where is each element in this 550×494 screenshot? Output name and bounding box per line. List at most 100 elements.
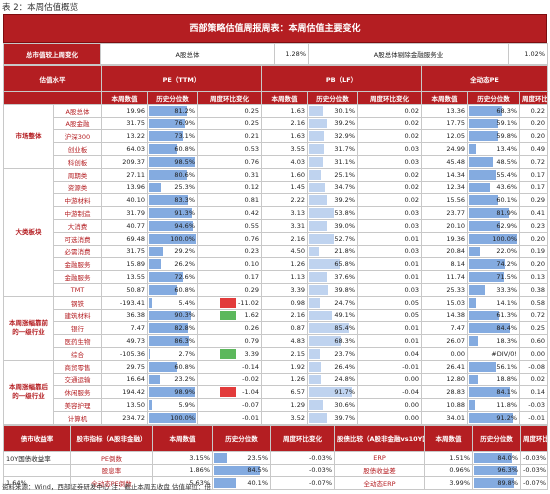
percentile-cell: 83.3%: [147, 193, 198, 208]
cell-value: 0.03: [404, 145, 420, 154]
value-cell: 1.92: [261, 359, 308, 374]
value-cell: 6.57: [261, 385, 308, 400]
summary-table: 总市值较上周变化 A股总体 1.28% A股总体剔除金融服务业 1.02%: [3, 43, 548, 65]
cell-value: 0.76: [244, 157, 259, 166]
cell-value: 0.23: [244, 247, 259, 256]
cell-value: 60.8%: [174, 285, 195, 294]
percentile-bar: [474, 478, 515, 489]
percentile-bar: [149, 297, 152, 308]
change-cell: -0.01: [519, 410, 549, 425]
cell-value: 0.29: [244, 285, 259, 294]
percentile-cell: 96.3%: [472, 463, 521, 478]
percentile-bar: [309, 118, 328, 129]
change-cell: 0.29: [197, 282, 262, 297]
change-cell: 0.42: [197, 206, 262, 220]
value-cell: 4.03: [261, 154, 308, 169]
change-bar: [220, 297, 236, 308]
value-cell: 0.87: [261, 321, 308, 336]
percentile-cell: 98.5%: [147, 154, 198, 169]
percentile-cell: 81.2%: [147, 103, 198, 118]
percentile-bar: [309, 105, 323, 116]
change-cell: 0.72: [519, 154, 549, 169]
cell-value: 68.3%: [496, 106, 518, 115]
change-cell: 0.31: [197, 167, 262, 182]
percentile-cell: 68.3%: [467, 103, 521, 118]
cell-value: -0.01: [402, 362, 420, 371]
percentile-cell: 13.4%: [467, 142, 521, 156]
change-cell: -0.14: [197, 359, 262, 374]
table-row: 本周涨幅靠后的一级行业 商贸零售 29.75 60.8% -0.14 1.92 26.4% -…: [3, 359, 549, 425]
cell-value: 26.4%: [334, 362, 355, 371]
value-cell: 49.73: [101, 334, 148, 348]
cell-value: 0.53: [244, 145, 259, 154]
change-cell: 0.20: [519, 257, 549, 272]
header-cur: 本周数值: [424, 424, 473, 452]
cell-value: 37.6%: [334, 273, 355, 282]
percentile-cell: 25.1%: [307, 167, 358, 182]
percentile-bar: [469, 220, 500, 231]
value-cell: 34.01: [421, 410, 469, 425]
cell-value: 0.02: [404, 119, 420, 128]
percentile-cell: 34.7%: [307, 180, 358, 195]
percentile-cell: 39.8%: [307, 282, 358, 297]
header-pct: 历史分位数: [212, 424, 271, 452]
percentile-cell: 5.9%: [147, 398, 198, 412]
cell-value: 74.2%: [496, 260, 518, 269]
percentile-bar: [149, 131, 184, 142]
change-bar: [220, 387, 236, 398]
change-cell: 0.41: [519, 206, 549, 220]
percentile-bar: [469, 169, 496, 180]
value-cell: 23.77: [421, 206, 469, 220]
percentile-bar: [469, 323, 510, 334]
row-label: 休闲服务: [53, 385, 102, 400]
percentile-cell: 24.8%: [307, 372, 358, 387]
value-cell: 31.79: [101, 206, 148, 220]
percentile-bar: [149, 387, 196, 398]
cell-value: 0.25: [530, 324, 546, 333]
value-cell: 69.48: [101, 231, 148, 246]
header-level: 估值水平: [3, 65, 102, 92]
cell-value: 39.0%: [334, 221, 355, 230]
percentile-cell: 74.2%: [467, 257, 521, 272]
percentile-cell: 33.3%: [467, 282, 521, 297]
change-cell: 0.03: [356, 244, 423, 259]
cell-value: 0.58: [530, 298, 546, 307]
percentile-cell: 72.6%: [147, 270, 198, 284]
value-cell: 45.48: [421, 154, 469, 169]
cell-value: 0.21: [244, 132, 259, 141]
percentile-bar: [469, 361, 497, 372]
value-cell: 13.96: [101, 180, 148, 195]
percentile-bar: [469, 374, 479, 385]
percentile-cell: 84.0%: [472, 450, 521, 465]
percentile-bar: [149, 195, 188, 206]
cell-value: -1.04: [242, 388, 259, 397]
change-cell: 0.25: [197, 103, 262, 118]
change-bar: [220, 310, 236, 321]
table-row: 大类板块 周期类 27.11 80.6% 0.31 1.60 25.1% 0.02 14.34 5…: [3, 167, 549, 297]
cell-value: 3.39: [244, 349, 259, 358]
percentile-cell: 56.1%: [467, 359, 521, 374]
value-cell: 0.00: [421, 346, 469, 361]
row-label: 中游材料: [53, 193, 102, 208]
percentile-cell: 91.2%: [467, 410, 521, 425]
comparison-label: ERP: [334, 450, 425, 465]
change-cell: -0.03%: [520, 463, 548, 478]
cell-value: 0.03: [404, 285, 420, 294]
table-row: 10Y国债收益率 PE倒数 3.15% 23.5% -0.03% ERP 1.51% 84.0…: [3, 450, 548, 465]
value-cell: 12.80: [421, 372, 469, 387]
value-cell: 1.29: [261, 398, 308, 412]
cell-value: -0.01: [528, 413, 546, 422]
change-cell: 0.17: [519, 167, 549, 182]
percentile-cell: 11.8%: [467, 398, 521, 412]
row-label: A股金融: [53, 116, 102, 131]
cell-value: 0.31: [244, 170, 259, 179]
change-cell: -0.08: [519, 359, 549, 374]
value-cell: 14.34: [421, 167, 469, 182]
cell-value: 84.1%: [496, 388, 518, 397]
percentile-bar: [309, 144, 324, 154]
cell-value: 0.03: [404, 209, 420, 218]
percentile-bar: [469, 259, 505, 270]
cell-value: 25.1%: [334, 170, 355, 179]
value-cell: 13.55: [101, 270, 148, 284]
report-title: 西部策略估值周报周表：本周估值主要变化: [3, 14, 547, 43]
